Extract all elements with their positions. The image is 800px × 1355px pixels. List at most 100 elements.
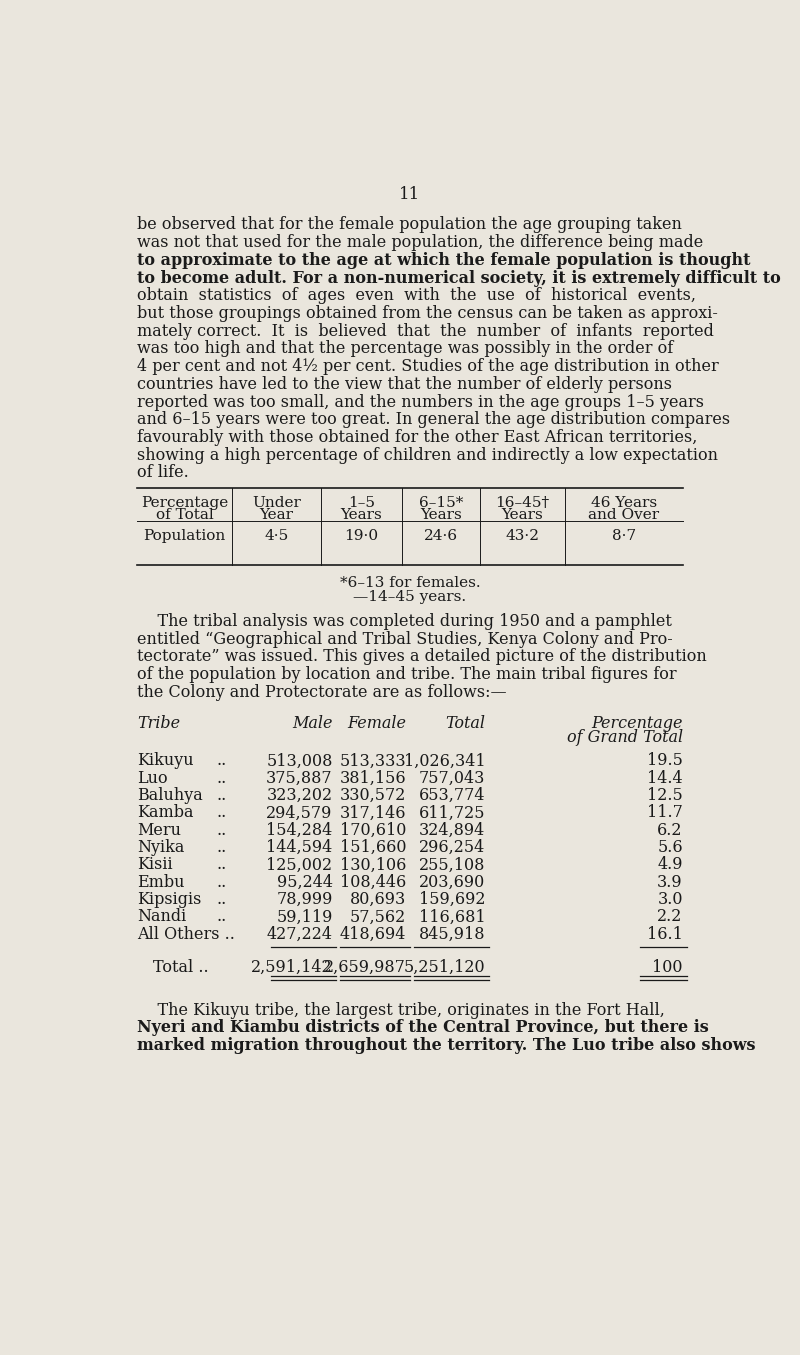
Text: Under: Under — [252, 496, 301, 509]
Text: Kikuyu: Kikuyu — [138, 752, 194, 770]
Text: —14–45 years.: —14–45 years. — [354, 589, 466, 604]
Text: ..: .. — [216, 856, 226, 874]
Text: tectorate” was issued. This gives a detailed picture of the distribution: tectorate” was issued. This gives a deta… — [138, 649, 707, 665]
Text: of life.: of life. — [138, 465, 189, 481]
Text: 19.5: 19.5 — [647, 752, 683, 770]
Text: The tribal analysis was completed during 1950 and a pamphlet: The tribal analysis was completed during… — [138, 612, 672, 630]
Text: ..: .. — [216, 874, 226, 890]
Text: 80,693: 80,693 — [350, 892, 406, 908]
Text: Nyeri and Kiambu districts of the Central Province, but there is: Nyeri and Kiambu districts of the Centra… — [138, 1019, 709, 1037]
Text: 46 Years: 46 Years — [591, 496, 657, 509]
Text: 154,284: 154,284 — [266, 821, 333, 839]
Text: All Others ..: All Others .. — [138, 925, 235, 943]
Text: Years: Years — [502, 508, 543, 522]
Text: 16–45†: 16–45† — [495, 496, 550, 509]
Text: 513,008: 513,008 — [266, 752, 333, 770]
Text: 513,333: 513,333 — [339, 752, 406, 770]
Text: reported was too small, and the numbers in the age groups 1–5 years: reported was too small, and the numbers … — [138, 393, 704, 411]
Text: ..: .. — [216, 839, 226, 856]
Text: Baluhya: Baluhya — [138, 787, 203, 804]
Text: 19·0: 19·0 — [345, 528, 378, 543]
Text: Kisii: Kisii — [138, 856, 173, 874]
Text: 8·7: 8·7 — [612, 528, 636, 543]
Text: ..: .. — [216, 805, 226, 821]
Text: 611,725: 611,725 — [418, 805, 485, 821]
Text: 59,119: 59,119 — [276, 908, 333, 925]
Text: 159,692: 159,692 — [418, 892, 485, 908]
Text: *6–13 for females.: *6–13 for females. — [340, 576, 480, 589]
Text: showing a high percentage of children and indirectly a low expectation: showing a high percentage of children an… — [138, 447, 718, 463]
Text: 95,244: 95,244 — [277, 874, 333, 890]
Text: ..: .. — [216, 752, 226, 770]
Text: and Over: and Over — [588, 508, 659, 522]
Text: 381,156: 381,156 — [339, 770, 406, 787]
Text: Nandi: Nandi — [138, 908, 186, 925]
Text: 1,026,341: 1,026,341 — [403, 752, 485, 770]
Text: 11: 11 — [399, 186, 421, 203]
Text: 330,572: 330,572 — [340, 787, 406, 804]
Text: marked migration throughout the territory. The Luo tribe also shows: marked migration throughout the territor… — [138, 1037, 756, 1054]
Text: favourably with those obtained for the other East African territories,: favourably with those obtained for the o… — [138, 430, 698, 446]
Text: 6.2: 6.2 — [658, 821, 683, 839]
Text: obtain  statistics  of  ages  even  with  the  use  of  historical  events,: obtain statistics of ages even with the … — [138, 287, 696, 305]
Text: 5,251,120: 5,251,120 — [403, 959, 485, 976]
Text: 418,694: 418,694 — [340, 925, 406, 943]
Text: of Total: of Total — [156, 508, 214, 522]
Text: ..: .. — [216, 821, 226, 839]
Text: ..: .. — [216, 908, 226, 925]
Text: Years: Years — [420, 508, 462, 522]
Text: 130,106: 130,106 — [340, 856, 406, 874]
Text: to approximate to the age at which the female population is thought: to approximate to the age at which the f… — [138, 252, 750, 268]
Text: 43·2: 43·2 — [506, 528, 539, 543]
Text: Percentage: Percentage — [591, 715, 683, 733]
Text: Total: Total — [445, 715, 485, 733]
Text: 294,579: 294,579 — [266, 805, 333, 821]
Text: 323,202: 323,202 — [266, 787, 333, 804]
Text: Tribe: Tribe — [138, 715, 180, 733]
Text: 1–5: 1–5 — [348, 496, 375, 509]
Text: 2.2: 2.2 — [658, 908, 683, 925]
Text: Years: Years — [341, 508, 382, 522]
Text: the Colony and Protectorate are as follows:—: the Colony and Protectorate are as follo… — [138, 684, 507, 701]
Text: 4.9: 4.9 — [658, 856, 683, 874]
Text: of the population by location and tribe. The main tribal figures for: of the population by location and tribe.… — [138, 667, 677, 683]
Text: 144,594: 144,594 — [266, 839, 333, 856]
Text: 317,146: 317,146 — [340, 805, 406, 821]
Text: 3.9: 3.9 — [657, 874, 683, 890]
Text: countries have led to the view that the number of elderly persons: countries have led to the view that the … — [138, 375, 672, 393]
Text: 12.5: 12.5 — [647, 787, 683, 804]
Text: Kipsigis: Kipsigis — [138, 892, 202, 908]
Text: 2,591,142: 2,591,142 — [251, 959, 333, 976]
Text: Percentage: Percentage — [141, 496, 228, 509]
Text: 845,918: 845,918 — [418, 925, 485, 943]
Text: 100: 100 — [652, 959, 683, 976]
Text: 151,660: 151,660 — [340, 839, 406, 856]
Text: 125,002: 125,002 — [266, 856, 333, 874]
Text: mately correct.  It  is  believed  that  the  number  of  infants  reported: mately correct. It is believed that the … — [138, 322, 714, 340]
Text: 16.1: 16.1 — [647, 925, 683, 943]
Text: 653,774: 653,774 — [418, 787, 485, 804]
Text: Year: Year — [259, 508, 294, 522]
Text: was not that used for the male population, the difference being made: was not that used for the male populatio… — [138, 234, 703, 251]
Text: Embu: Embu — [138, 874, 185, 890]
Text: Population: Population — [143, 528, 226, 543]
Text: 24·6: 24·6 — [424, 528, 458, 543]
Text: to become adult. For a non-numerical society, it is extremely difficult to: to become adult. For a non-numerical soc… — [138, 270, 781, 287]
Text: 5.6: 5.6 — [657, 839, 683, 856]
Text: of Grand Total: of Grand Total — [566, 729, 683, 747]
Text: ..: .. — [216, 770, 226, 787]
Text: was too high and that the percentage was possibly in the order of: was too high and that the percentage was… — [138, 340, 674, 358]
Text: Female: Female — [347, 715, 406, 733]
Text: Nyika: Nyika — [138, 839, 185, 856]
Text: Luo: Luo — [138, 770, 168, 787]
Text: ..: .. — [216, 787, 226, 804]
Text: and 6–15 years were too great. In general the age distribution compares: and 6–15 years were too great. In genera… — [138, 412, 730, 428]
Text: 296,254: 296,254 — [419, 839, 485, 856]
Text: 116,681: 116,681 — [418, 908, 485, 925]
Text: Meru: Meru — [138, 821, 181, 839]
Text: 4·5: 4·5 — [264, 528, 289, 543]
Text: ..: .. — [216, 892, 226, 908]
Text: but those groupings obtained from the census can be taken as approxi-: but those groupings obtained from the ce… — [138, 305, 718, 322]
Text: Total ..: Total .. — [153, 959, 208, 976]
Text: 203,690: 203,690 — [419, 874, 485, 890]
